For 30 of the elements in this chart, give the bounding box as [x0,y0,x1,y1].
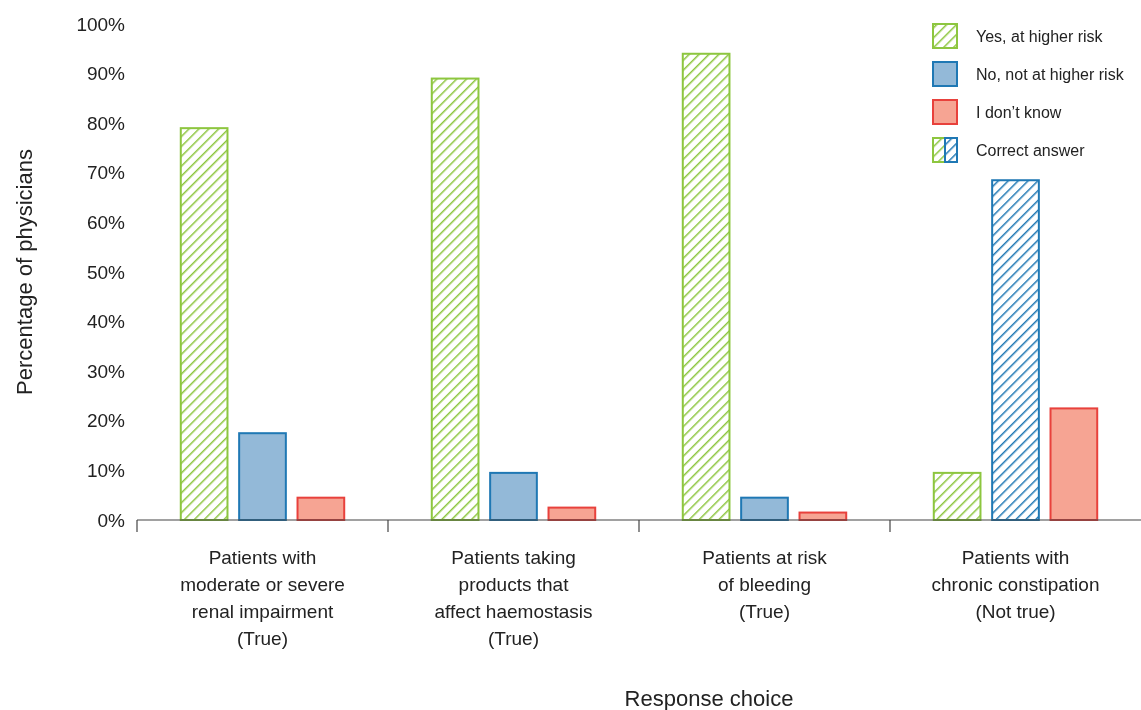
bar [932,471,982,521]
bar [1049,407,1099,521]
y-tick-label: 50% [86,261,126,283]
y-tick-label: 10% [86,460,126,482]
y-axis-title: Percentage of physicians [12,149,37,395]
y-tick-label: 60% [86,212,126,234]
legend-label: I don’t know [976,103,1062,121]
x-tick-label: Patients with moderate or severe renal impairment (True) [180,547,345,649]
y-tick-label: 90% [86,63,126,85]
y-tick-label: 40% [86,311,126,333]
y-tick-label: 0% [97,509,126,531]
x-tick-label: Patients with chronic constipation (Not true) [931,547,1100,622]
x-axis-title: Response choice [624,686,794,710]
legend-label: No, not at higher risk [976,65,1125,83]
legend-label: Correct answer [976,141,1086,159]
y-tick-label: 80% [86,112,126,134]
x-tick-label: Patients at risk of bleeding (True) [702,547,828,622]
bar [489,471,538,521]
bar [991,179,1040,521]
bar [681,52,731,521]
y-tick-label: 70% [86,162,126,184]
y-tick-label: 20% [86,410,126,432]
bar [179,127,229,521]
y-tick-label: 100% [76,13,126,35]
x-tick-label: Patients taking products that affect haemostasis (True) [434,547,593,649]
legend-label: Yes, at higher risk [976,27,1104,45]
y-tick-label: 30% [86,360,126,382]
bar [740,496,789,521]
bar [430,77,480,521]
bar [238,432,287,521]
